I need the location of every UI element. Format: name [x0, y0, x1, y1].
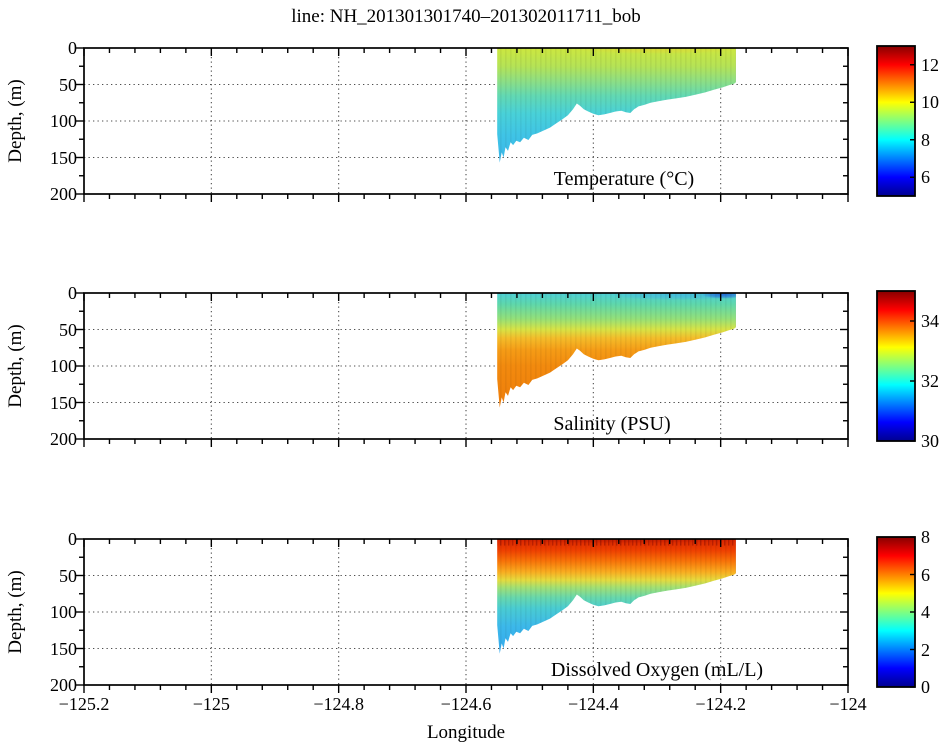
dissolved-oxygen-panel — [76, 536, 916, 693]
salinity-panel — [76, 290, 916, 447]
x-tick-label: −125 — [192, 694, 230, 714]
y-tick-label: 100 — [50, 602, 77, 622]
y-tick-label: 200 — [50, 675, 77, 695]
x-tick-label: −124.4 — [568, 694, 619, 714]
y-tick-label: 200 — [50, 429, 77, 449]
axes-box — [83, 292, 849, 440]
y-tick-label: 100 — [50, 111, 77, 131]
salinity-colorbar — [876, 290, 916, 442]
x-tick-label: −124 — [829, 694, 867, 714]
section-texture — [497, 539, 736, 654]
section-texture — [497, 293, 736, 408]
x-tick-label: −124.6 — [440, 694, 492, 714]
y-tick-label: 0 — [68, 38, 77, 58]
axes-box — [83, 538, 849, 686]
section-texture — [497, 48, 736, 163]
y-tick-label: 150 — [50, 147, 77, 168]
colorbar-tick-label: 6 — [921, 564, 930, 585]
colorbar-tick-label: 8 — [921, 129, 930, 150]
caption-temperature: Temperature (°C) — [553, 168, 695, 190]
colorbar-tick-label: 10 — [921, 92, 939, 113]
caption-salinity: Salinity (PSU) — [553, 413, 671, 435]
colorbar-tick-label: 6 — [921, 167, 930, 188]
temperature-panel — [76, 45, 916, 202]
y-tick-label: 200 — [50, 184, 77, 204]
y-tick-label: 50 — [59, 565, 77, 586]
x-tick-label: −124.8 — [313, 694, 364, 714]
y-tick-label: 100 — [50, 356, 77, 376]
colorbar-tick-label: 32 — [921, 371, 939, 391]
y-tick-label: 50 — [59, 319, 77, 340]
y-tick-label: 50 — [59, 74, 77, 95]
colorbar-tick-label: 0 — [921, 677, 930, 697]
y-tick-label: 0 — [68, 529, 77, 549]
temperature-colorbar — [876, 45, 916, 197]
axes-box — [83, 47, 849, 195]
y-tick-label: 150 — [50, 638, 77, 659]
colorbar-tick-label: 8 — [921, 527, 930, 547]
x-tick-label: −124.2 — [695, 694, 746, 714]
x-tick-label: −125.2 — [58, 694, 110, 714]
y-tick-label: 150 — [50, 392, 77, 413]
x-axis-label: Longitude — [426, 722, 506, 743]
colorbar-tick-label: 4 — [921, 602, 930, 622]
colorbar-tick-label: 12 — [921, 54, 939, 75]
dissolved-oxygen-colorbar — [876, 536, 916, 688]
caption-dissolved-oxygen: Dissolved Oxygen (mL/L) — [550, 659, 764, 681]
colorbar-tick-label: 2 — [921, 639, 930, 660]
colorbar-tick-label: 30 — [921, 431, 939, 451]
figure-title: line: NH_201301301740–201302011711_bob — [291, 6, 641, 27]
y-tick-label: 0 — [68, 283, 77, 303]
colorbar-tick-label: 34 — [921, 311, 939, 331]
